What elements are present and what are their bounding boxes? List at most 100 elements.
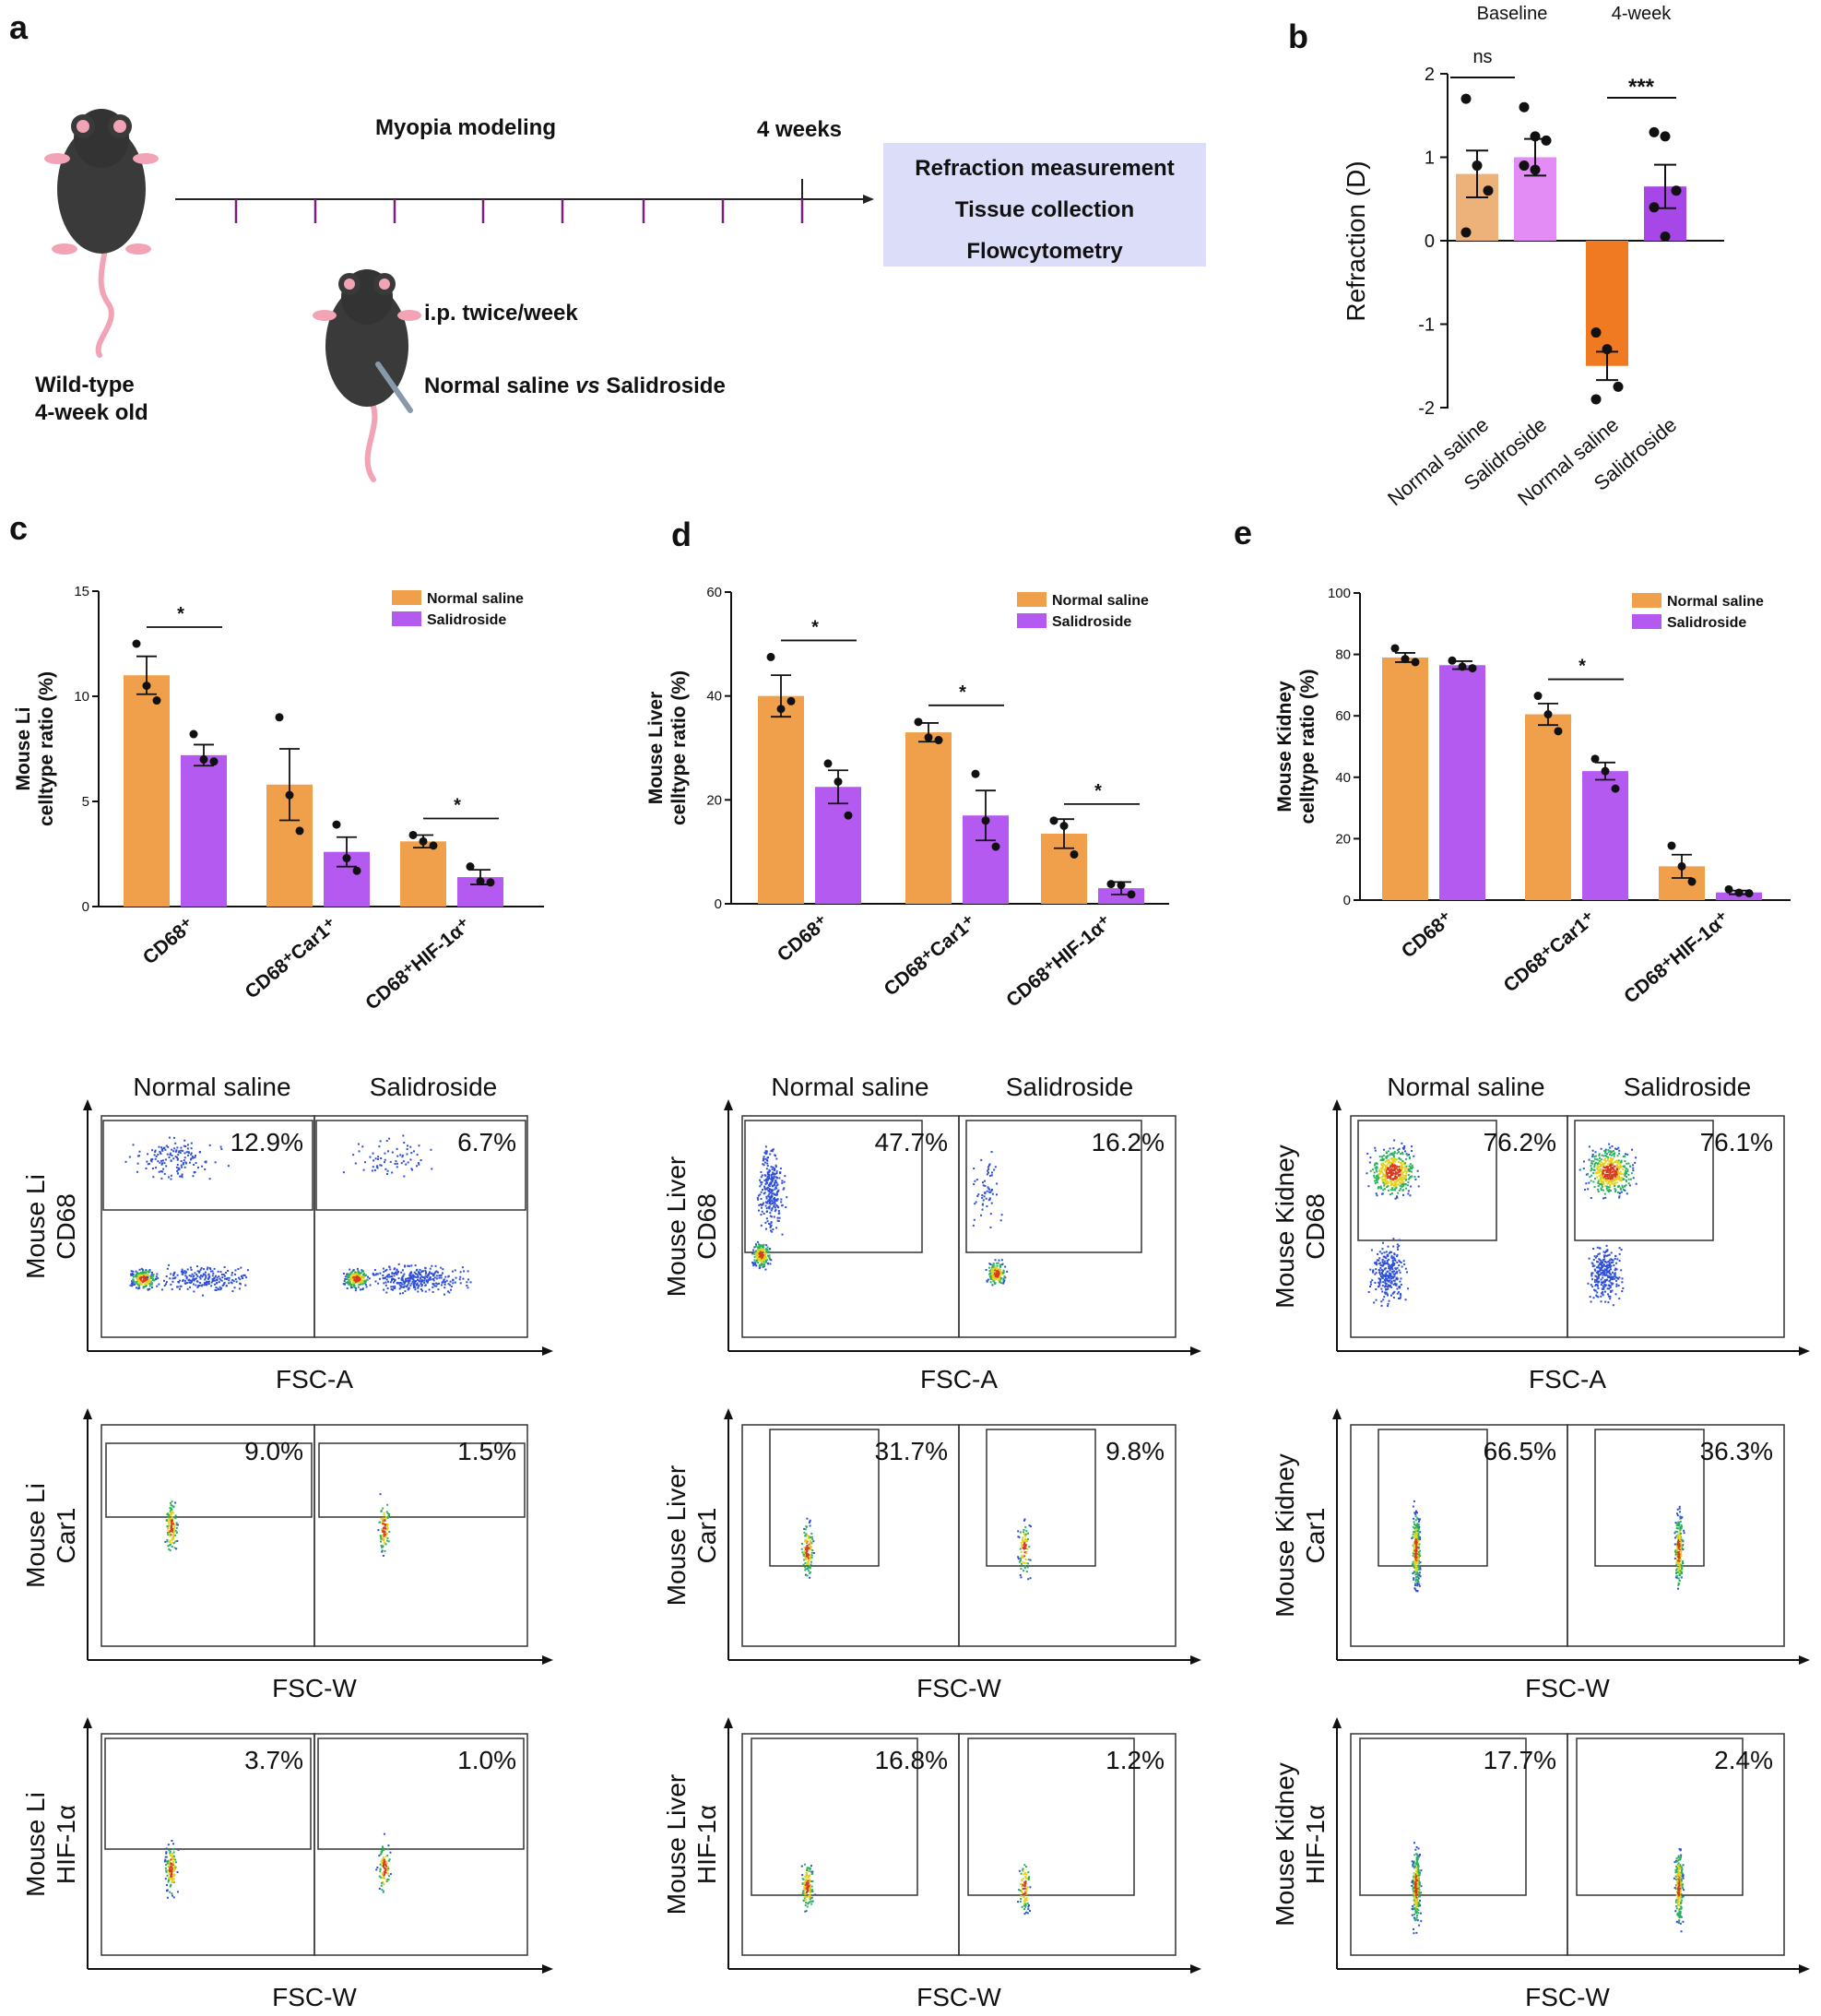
flow-event-dot (1608, 1190, 1611, 1192)
flow-event-dot (1597, 1264, 1600, 1267)
flow-event-dot (767, 1255, 770, 1258)
flow-event-dot (804, 1549, 807, 1552)
flow-event-dot (163, 1860, 166, 1863)
flow-event-dot (764, 1153, 767, 1156)
flow-event-dot (1680, 1540, 1683, 1543)
flow-event-dot (1378, 1156, 1381, 1158)
flow-event-dot (177, 1172, 180, 1175)
flow-event-dot (386, 1866, 389, 1868)
flow-event-dot (383, 1862, 385, 1865)
flow-event-dot (1412, 1525, 1414, 1528)
flow-event-dot (757, 1259, 760, 1262)
flow-event-dot (1677, 1569, 1680, 1571)
panel-a-schematic: Wild-type 4-week old Myopia modeling 4 w… (35, 109, 1206, 482)
flow-event-dot (150, 1286, 153, 1288)
flow-event-dot (1611, 1159, 1614, 1162)
flow-event-dot (768, 1190, 771, 1192)
flow-event-dot (1394, 1185, 1397, 1188)
flow-event-dot (1413, 1531, 1415, 1534)
flow-event-dot (1393, 1279, 1396, 1282)
flow-event-dot (192, 1275, 195, 1278)
flow-event-dot (1407, 1192, 1410, 1195)
flow-event-dot (1387, 1275, 1389, 1277)
flow-event-dot (1606, 1176, 1609, 1179)
flow-event-dot (1673, 1550, 1676, 1553)
flow-event-dot (398, 1284, 401, 1287)
flow-event-dot (1418, 1525, 1421, 1528)
flow-percentage: 76.1% (1700, 1128, 1773, 1156)
flow-event-dot (777, 1189, 780, 1192)
panel-b-group-baseline: Baseline (1477, 4, 1548, 24)
flow-event-dot (1591, 1263, 1594, 1265)
flow-event-dot (1603, 1176, 1606, 1179)
flow-event-dot (997, 1269, 999, 1272)
flow-event-dot (1023, 1518, 1026, 1521)
flow-event-dot (1622, 1155, 1625, 1157)
flow-event-dot (393, 1268, 396, 1271)
flow-event-dot (1600, 1263, 1602, 1266)
flow-event-dot (1632, 1177, 1635, 1180)
flow-event-dot (135, 1273, 137, 1275)
flow-event-dot (388, 1512, 391, 1515)
flow-gate (1594, 1429, 1705, 1567)
panelC-data-point (189, 729, 198, 739)
flow-event-dot (1378, 1281, 1380, 1284)
flow-event-dot (384, 1871, 387, 1874)
flow-event-dot (408, 1275, 411, 1277)
panelD-data-point (934, 736, 943, 745)
flow-event-dot (207, 1266, 209, 1269)
flow-event-dot (383, 1513, 385, 1516)
panelD-legend-label: Salidroside (1052, 614, 1131, 630)
flow-event-dot (1596, 1165, 1599, 1168)
flow-event-dot (1614, 1181, 1616, 1184)
flow-event-dot (1390, 1192, 1393, 1195)
flow-event-dot (1414, 1519, 1417, 1522)
flow-event-dot (174, 1156, 177, 1158)
flow-event-dot (1394, 1176, 1397, 1179)
panel-b-data-point (1483, 185, 1494, 196)
flow-event-dot (168, 1156, 171, 1159)
flow-event-dot (1411, 1149, 1413, 1152)
flow-event-dot (417, 1271, 420, 1274)
flow-event-dot (1680, 1576, 1683, 1579)
flow-event-dot (403, 1175, 406, 1178)
flow-event-dot (1629, 1166, 1632, 1168)
flow-event-dot (1407, 1287, 1410, 1290)
flow-event-dot (147, 1153, 149, 1156)
flow-event-dot (1609, 1298, 1612, 1300)
flow-event-dot (423, 1279, 426, 1282)
flow-event-dot (409, 1284, 412, 1287)
flow-event-dot (148, 1285, 151, 1287)
flow-event-dot (1603, 1273, 1606, 1275)
flow-event-dot (467, 1270, 469, 1273)
flow-event-dot (1384, 1180, 1387, 1183)
flow-event-dot (1618, 1247, 1621, 1250)
flow-event-dot (1394, 1259, 1397, 1262)
flow-event-dot (388, 1265, 391, 1268)
panelE-y-tick-label: 60 (1335, 708, 1351, 724)
flow-event-dot (1396, 1180, 1399, 1182)
flow-event-dot (1402, 1184, 1405, 1187)
flow-event-dot (188, 1278, 191, 1281)
flow-event-dot (1679, 1528, 1682, 1531)
flow-event-dot (1385, 1170, 1388, 1173)
flow-event-dot (1388, 1258, 1390, 1261)
flow-event-dot (170, 1273, 172, 1275)
flow-event-dot (782, 1188, 785, 1191)
flow-event-dot (184, 1145, 187, 1148)
flow-event-dot (225, 1278, 228, 1281)
flow-event-dot (1022, 1892, 1024, 1895)
flow-event-dot (221, 1276, 224, 1279)
flow-event-dot (1388, 1272, 1390, 1275)
flow-event-dot (1397, 1179, 1400, 1181)
flow-event-dot (807, 1886, 810, 1889)
flow-event-dot (1022, 1536, 1024, 1539)
flow-event-dot (1380, 1300, 1383, 1303)
flow-event-dot (354, 1275, 357, 1278)
flow-x-label: FSC-W (272, 1983, 357, 2011)
flow-event-dot (1412, 1536, 1414, 1538)
flow-event-dot (1416, 1584, 1419, 1587)
flow-event-dot (342, 1273, 345, 1275)
flow-event-dot (1621, 1281, 1624, 1284)
